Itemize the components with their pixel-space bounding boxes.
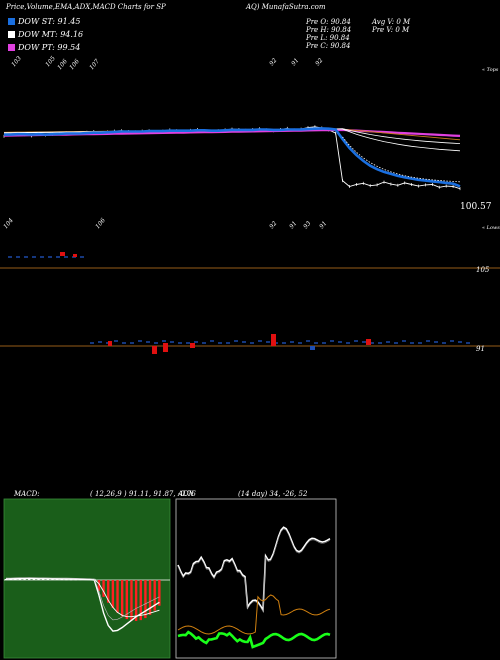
legend-dow-st: DOW ST: 91.45 xyxy=(8,16,80,28)
top-price-label: 91 xyxy=(290,57,300,67)
volume-bar xyxy=(152,346,157,354)
low-price-label: 93 xyxy=(302,220,312,230)
low-price-label: 91 xyxy=(288,220,298,230)
lows-label: « Lows xyxy=(482,225,500,231)
volume-bar xyxy=(310,346,315,350)
macd-histogram-bar xyxy=(102,580,105,597)
top-price-label: 92 xyxy=(268,57,278,67)
macd-histogram-bar xyxy=(4,578,8,580)
stat-pre-volume: Pre V: 0 M xyxy=(372,26,410,34)
legend-swatch-mt xyxy=(8,31,15,38)
price-line xyxy=(3,126,461,190)
macd-histogram-bar xyxy=(51,579,54,580)
macd-histogram-bar xyxy=(97,580,101,591)
macd-histogram-bar xyxy=(55,579,59,580)
macd-histogram-bar xyxy=(116,580,119,613)
ema-short-line xyxy=(4,127,461,188)
macd-panel xyxy=(3,498,171,659)
macd-histogram-bar xyxy=(74,579,77,581)
macd-values: ( 12,26,9 ) 91.11, 91.87, -0.76 xyxy=(90,490,196,498)
macd-label: MACD: xyxy=(14,490,40,498)
adx-values: (14 day) 34, -26, 52 xyxy=(238,490,308,498)
volume-bar xyxy=(163,343,168,352)
macd-histogram-bar xyxy=(139,580,142,621)
macd-histogram-bar xyxy=(134,580,138,622)
stat-avg-volume: Avg V: 0 M xyxy=(372,18,411,26)
low-price-label: 104 xyxy=(2,217,15,230)
macd-histogram-bar xyxy=(130,580,133,621)
top-price-label: 92 xyxy=(314,57,324,67)
tops-label: « Tops xyxy=(482,67,499,73)
volume-bar xyxy=(190,343,195,348)
macd-histogram-bar xyxy=(69,579,73,581)
macd-histogram-bar xyxy=(60,579,63,581)
legend-swatch-st xyxy=(8,18,15,25)
top-price-label: 106 xyxy=(68,58,81,71)
stat-pre-high: Pre H: 90.84 xyxy=(306,26,352,34)
stat-pre-open: Pre O: 90.84 xyxy=(306,18,351,26)
macd-histogram-bar xyxy=(46,578,50,580)
macd-histogram-bar xyxy=(125,580,129,620)
volume-bar xyxy=(366,339,371,345)
top-price-label: 105 xyxy=(44,55,57,68)
top-price-label: 107 xyxy=(88,58,101,71)
macd-histogram-bar xyxy=(107,580,110,603)
adx-panel xyxy=(175,498,337,659)
adx-shadow-line xyxy=(177,528,331,613)
volume-bottom-label: 91 xyxy=(476,345,485,353)
adx-frame xyxy=(175,498,337,659)
low-price-label: 91 xyxy=(318,220,328,230)
legend-dow-pt: DOW PT: 99.54 xyxy=(8,42,80,54)
top-price-label: 103 xyxy=(10,55,23,68)
volume-panel xyxy=(0,252,500,354)
macd-signal-line xyxy=(5,578,160,618)
macd-histogram-bar xyxy=(32,578,36,580)
adx-minus-di-line xyxy=(177,630,331,649)
volume-bar xyxy=(73,254,77,257)
macd-histogram-bar xyxy=(158,580,161,606)
top-price-label: 106 xyxy=(56,58,69,71)
low-price-label: 106 xyxy=(94,217,107,230)
volume-bar xyxy=(271,334,276,346)
volume-bar xyxy=(60,252,65,256)
stat-pre-low: Pre L: 90.84 xyxy=(306,34,350,42)
legend-dow-mt: DOW MT: 94.16 xyxy=(8,29,83,41)
adx-plus-di-line xyxy=(177,594,331,635)
macd-histogram-bar xyxy=(153,580,156,611)
volume-bar xyxy=(108,341,112,346)
volume-top-label: 105 xyxy=(476,266,490,274)
ema-dotted-line xyxy=(342,136,461,183)
macd-histogram-bar xyxy=(111,580,115,609)
adx-label: ADX xyxy=(178,490,194,498)
macd-histogram-bar xyxy=(65,579,68,581)
stat-pre-close: Pre C: 90.84 xyxy=(306,42,351,50)
site-name: AQ) MunafaSutra.com xyxy=(246,3,326,11)
adx-line xyxy=(177,526,331,613)
low-price-label: 92 xyxy=(268,220,278,230)
macd-aux-line xyxy=(5,577,160,621)
macd-histogram-bar xyxy=(28,578,31,580)
legend-swatch-pt xyxy=(8,44,15,51)
chart-title: Price,Volume,EMA,ADX,MACD Charts for SP xyxy=(6,3,166,11)
macd-histogram-bar xyxy=(120,580,124,617)
macd-histogram-bar xyxy=(148,580,152,615)
last-price-label: 100.57 xyxy=(460,202,492,212)
macd-histogram-bar xyxy=(144,580,147,619)
